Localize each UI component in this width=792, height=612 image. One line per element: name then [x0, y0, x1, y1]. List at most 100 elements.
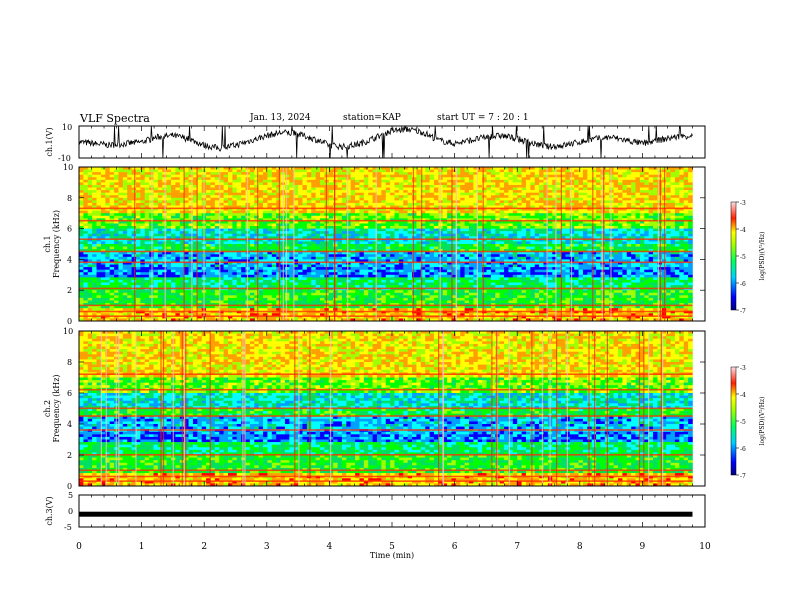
- spectro-cell: [289, 205, 295, 209]
- spectro-cell: [499, 184, 505, 188]
- spectro-cell: [83, 205, 89, 209]
- spectro-cell: [184, 251, 189, 255]
- spectro-cell: [407, 236, 413, 240]
- spectro-cell: [118, 192, 124, 196]
- spectro-cell: [210, 195, 216, 199]
- spectro-cell: [315, 192, 321, 196]
- spectro-cell: [184, 241, 189, 245]
- spectro-cell: [315, 218, 321, 222]
- spectro-cell: [473, 197, 479, 201]
- spectro-cell: [92, 205, 97, 209]
- spectro-cell: [622, 223, 628, 227]
- spectro-cell: [521, 244, 527, 247]
- spectro-cell: [517, 187, 522, 191]
- spectro-cell: [670, 172, 676, 175]
- spectro-cell: [153, 197, 159, 201]
- spectro-cell: [359, 256, 365, 260]
- spectro-cell: [131, 202, 137, 206]
- spectro-cell: [679, 179, 685, 183]
- spectro-cell: [79, 246, 84, 250]
- spectro-cell: [363, 238, 369, 242]
- spectro-cell: [206, 208, 211, 211]
- spectro-cell: [135, 244, 141, 247]
- spectro-cell: [157, 195, 163, 199]
- spectro-cell: [648, 215, 654, 219]
- spectro-cell: [482, 187, 487, 191]
- spectro-cell: [162, 249, 167, 252]
- spectro-cell: [604, 251, 610, 255]
- spectro-cell: [626, 172, 632, 175]
- spectro-cell: [425, 208, 430, 211]
- spectro-cell: [482, 174, 487, 178]
- spectro-cell: [131, 182, 137, 186]
- spectro-cell: [254, 182, 259, 186]
- spectro-cell: [403, 174, 408, 178]
- spectro-cell: [495, 169, 500, 173]
- spectro-cell: [258, 228, 264, 232]
- spectro-cell: [289, 220, 295, 224]
- spectro-cell: [648, 251, 654, 255]
- spectro-cell: [302, 208, 308, 211]
- spectro-cell: [184, 202, 189, 206]
- spectro-cell: [372, 208, 378, 211]
- spectro-cell: [122, 202, 128, 206]
- spectro-cell: [626, 254, 632, 258]
- spectro-cell: [420, 251, 426, 255]
- spectro-cell: [477, 231, 483, 235]
- spectro-cell: [499, 205, 505, 209]
- spectro-cell: [284, 241, 290, 245]
- spectro-cell: [539, 208, 544, 211]
- spectro-cell: [534, 236, 540, 240]
- spectro-cell: [227, 213, 233, 217]
- spectro-cell: [543, 177, 549, 181]
- spectro-cell: [543, 254, 549, 258]
- spectro-cell: [622, 210, 628, 214]
- spectro-cell: [267, 195, 273, 199]
- spectro-cell: [670, 238, 676, 242]
- spectro-cell: [171, 177, 176, 181]
- spectro-cell: [482, 167, 487, 170]
- spectro-cell: [298, 246, 303, 250]
- spectro-cell: [416, 249, 422, 252]
- spectro-cell: [683, 182, 689, 186]
- spectro-cell: [337, 241, 343, 245]
- spectro-cell: [333, 228, 338, 232]
- spectro-cell: [674, 236, 680, 240]
- spectro-cell: [512, 172, 518, 175]
- spectro-cell: [219, 231, 224, 235]
- spectro-cell: [210, 213, 216, 217]
- spectro-cell: [525, 254, 531, 258]
- spectro-cell: [376, 233, 382, 237]
- spectro-cell: [346, 220, 351, 224]
- spectro-cell: [394, 167, 400, 170]
- spectro-cell: [495, 215, 500, 219]
- spectro-cell: [236, 202, 242, 206]
- spectro-cell: [464, 238, 470, 242]
- spectro-cell: [442, 208, 448, 211]
- spectro-cell: [504, 195, 509, 199]
- spectro-cell: [328, 208, 334, 211]
- spectro-cell: [504, 249, 509, 252]
- spectro-cell: [447, 192, 452, 196]
- spectro-cell: [635, 231, 641, 235]
- spectro-cell: [442, 218, 448, 222]
- spectro-cell: [197, 238, 202, 242]
- spectro-cell: [657, 238, 663, 242]
- spectro-cell: [114, 213, 119, 217]
- spectro-cell: [197, 210, 202, 214]
- spectro-cell: [355, 215, 360, 219]
- spectro-cell: [653, 190, 658, 193]
- spectro-cell: [267, 187, 273, 191]
- spectro-cell: [227, 233, 233, 237]
- spectro-cell: [626, 192, 632, 196]
- spectro-cell: [433, 177, 439, 181]
- spectro-cell: [416, 228, 422, 232]
- spectro-cell: [232, 218, 238, 222]
- spectro-cell: [171, 246, 176, 250]
- spectro-cell: [192, 182, 198, 186]
- spectro-cell: [258, 241, 264, 245]
- spectro-cell: [644, 190, 649, 193]
- spectro-cell: [591, 249, 597, 252]
- spectro-cell: [100, 249, 106, 252]
- spectro-cell: [135, 187, 141, 191]
